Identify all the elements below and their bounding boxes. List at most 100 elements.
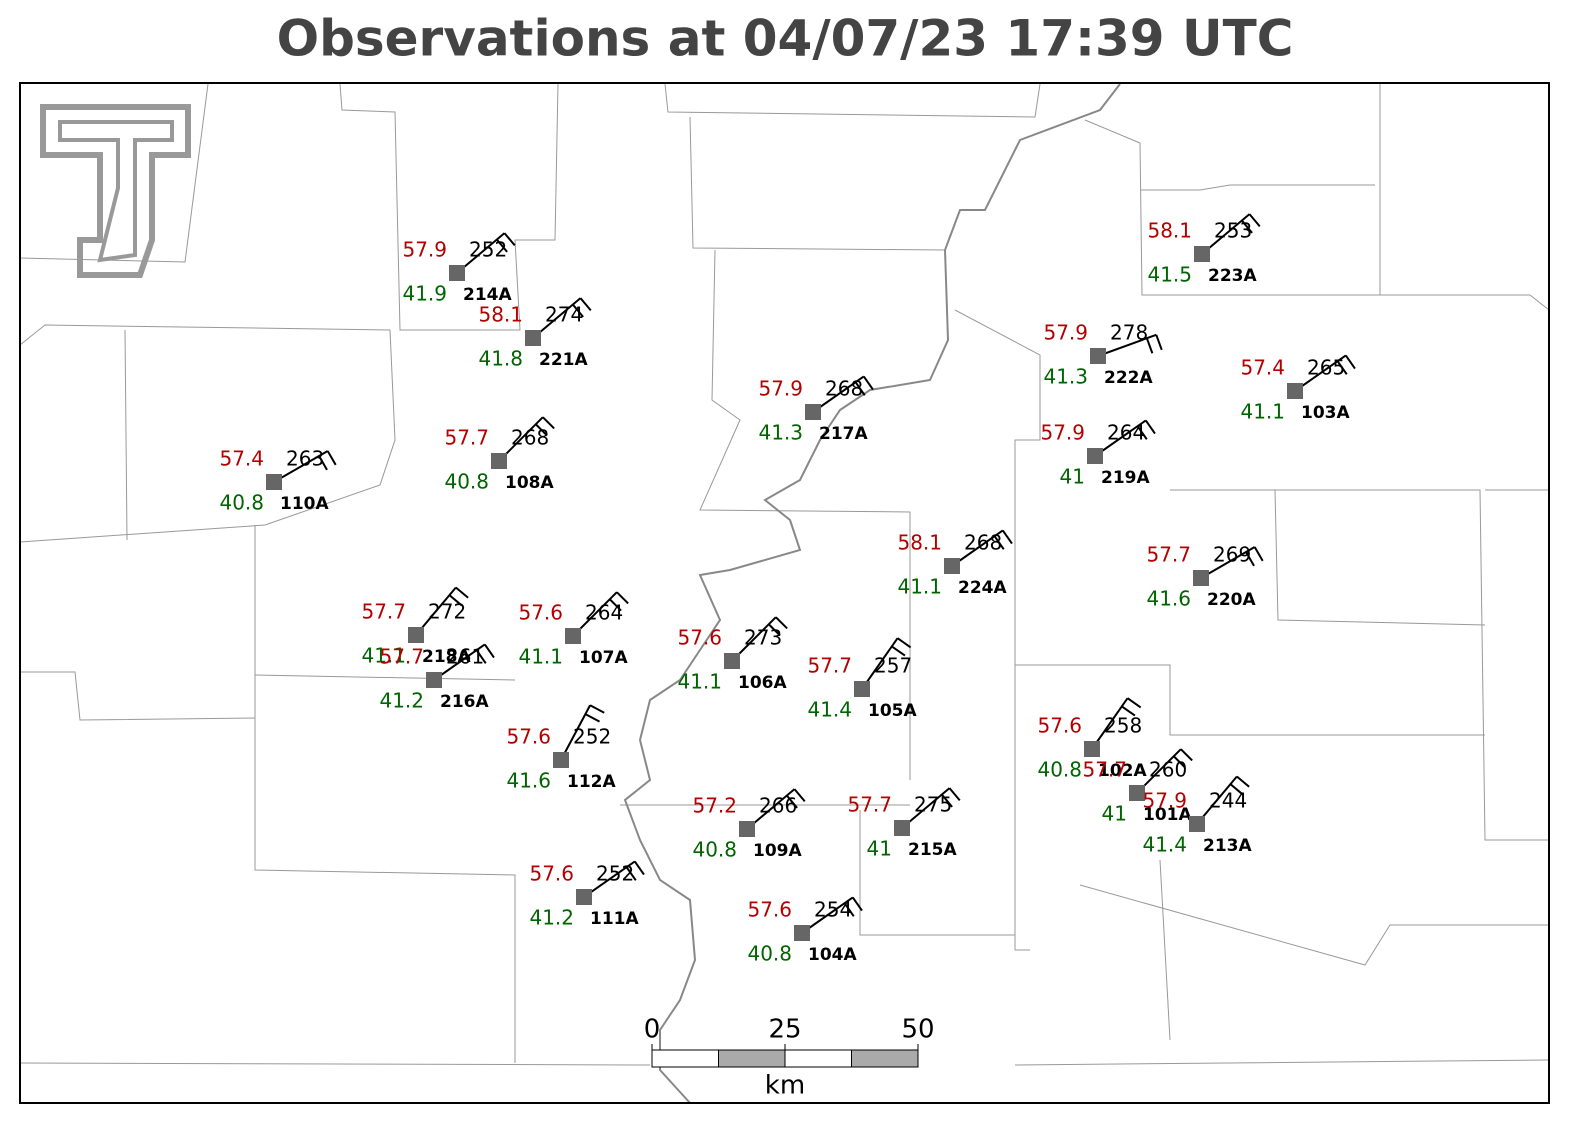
wind-barb-flag xyxy=(579,297,592,312)
wind-barb-flag xyxy=(1136,425,1148,440)
station-id: 217A xyxy=(819,424,868,444)
station-id: 101A xyxy=(1143,805,1192,825)
station-marker xyxy=(449,265,465,281)
pressure: 257 xyxy=(874,654,912,678)
wind-barb-flag xyxy=(786,794,798,809)
wind-barb-flag xyxy=(535,423,548,437)
wind-barb-flag xyxy=(448,594,463,607)
temperature: 57.7 xyxy=(1082,758,1127,782)
wind-barb-staff xyxy=(433,643,486,681)
temperature: 57.2 xyxy=(692,794,737,818)
dewpoint: 41.1 xyxy=(361,644,406,668)
wind-barb-flag xyxy=(542,416,555,430)
dewpoint: 40.8 xyxy=(1037,758,1082,782)
pressure: 265 xyxy=(1307,356,1345,380)
station-marker xyxy=(576,889,592,905)
temperature: 57.7 xyxy=(361,600,406,624)
pressure: 264 xyxy=(1107,421,1145,445)
station-marker xyxy=(525,330,541,346)
wind-barb-flag xyxy=(1001,529,1013,545)
dewpoint: 41.5 xyxy=(1147,263,1192,287)
dewpoint: 41.4 xyxy=(807,698,852,722)
wind-barb-flag xyxy=(633,860,645,876)
dewpoint: 41 xyxy=(1060,465,1085,489)
wind-barb-flag xyxy=(1245,551,1255,567)
wind-barb-flag xyxy=(1144,419,1156,435)
pressure: 268 xyxy=(511,426,549,450)
pressure: 266 xyxy=(759,794,797,818)
wind-barb-flag xyxy=(589,704,605,714)
station-id: 103A xyxy=(1301,403,1350,423)
dewpoint: 41.3 xyxy=(1043,365,1088,389)
wind-barb-flag xyxy=(851,896,863,912)
wind-barb-flag xyxy=(896,637,912,649)
wind-barb-flag xyxy=(768,623,781,637)
wind-barb-flag xyxy=(483,643,495,659)
wind-barb-flag xyxy=(609,598,622,612)
wind-barb-flag xyxy=(625,866,637,881)
dewpoint: 40.8 xyxy=(219,491,264,515)
wind-barb-flag xyxy=(1173,755,1186,769)
dewpoint: 41.1 xyxy=(677,670,722,694)
pressure: 268 xyxy=(825,377,863,401)
station-id: 104A xyxy=(808,945,857,965)
station-marker xyxy=(1189,816,1205,832)
dewpoint: 41.9 xyxy=(402,282,447,306)
pressure: 254 xyxy=(814,898,852,922)
station-marker xyxy=(794,925,810,941)
county-lines xyxy=(19,83,1550,1066)
temperature: 57.6 xyxy=(529,862,574,886)
station-marker xyxy=(1129,785,1145,801)
wind-barb-flag xyxy=(1248,213,1261,228)
wind-barb-flag xyxy=(326,450,337,466)
pressure: 278 xyxy=(1110,321,1148,345)
dewpoint: 41.1 xyxy=(518,645,563,669)
station-marker xyxy=(854,681,870,697)
station-marker xyxy=(1194,246,1210,262)
map-title: Observations at 04/07/23 17:39 UTC xyxy=(277,10,1294,68)
wind-barb-flag xyxy=(993,535,1005,550)
station-id: 224A xyxy=(958,578,1007,598)
wind-barb-flag xyxy=(891,645,906,657)
station-id: 223A xyxy=(1208,266,1257,286)
station-id: 107A xyxy=(579,648,628,668)
temperature: 57.7 xyxy=(1146,543,1191,567)
temperature: 58.1 xyxy=(897,531,942,555)
temperature: 57.9 xyxy=(1142,789,1187,813)
wind-barb-flag xyxy=(1336,360,1348,375)
pressure: 252 xyxy=(469,238,507,262)
wind-barb-staff xyxy=(1097,333,1157,357)
scale-tick-label: 50 xyxy=(901,1015,934,1045)
station-marker xyxy=(1087,448,1103,464)
dewpoint: 41.4 xyxy=(1142,833,1187,857)
scale-tick-label: 25 xyxy=(768,1015,801,1045)
wind-barb-flag xyxy=(1145,337,1154,354)
wind-barb-flag xyxy=(584,713,601,723)
dewpoint: 40.8 xyxy=(747,942,792,966)
station-id: 219A xyxy=(1101,468,1150,488)
temperature: 58.1 xyxy=(478,303,523,327)
station-id: 112A xyxy=(567,772,616,792)
pressure: 253 xyxy=(1214,219,1252,243)
wind-barb-flag xyxy=(862,375,874,391)
dewpoint: 41.3 xyxy=(758,421,803,445)
station-marker xyxy=(266,474,282,490)
dewpoint: 41 xyxy=(867,837,892,861)
station-id: 111A xyxy=(590,909,639,929)
dewpoint: 40.8 xyxy=(692,838,737,862)
station-id: 216A xyxy=(440,692,489,712)
river xyxy=(623,83,1121,1104)
station-id: 102A xyxy=(1098,761,1147,781)
station-marker xyxy=(408,627,424,643)
station-id: 106A xyxy=(738,673,787,693)
dewpoint: 41.6 xyxy=(1146,587,1191,611)
station-marker xyxy=(739,821,755,837)
station-id: 110A xyxy=(280,494,329,514)
wind-barb-staff xyxy=(1200,546,1256,579)
temperature: 57.9 xyxy=(1043,321,1088,345)
pressure: 275 xyxy=(914,793,952,817)
wind-barb-flag xyxy=(941,793,953,808)
scale-segment xyxy=(718,1049,786,1068)
station-id: 214A xyxy=(463,285,512,305)
scale-unit: km xyxy=(765,1071,805,1101)
